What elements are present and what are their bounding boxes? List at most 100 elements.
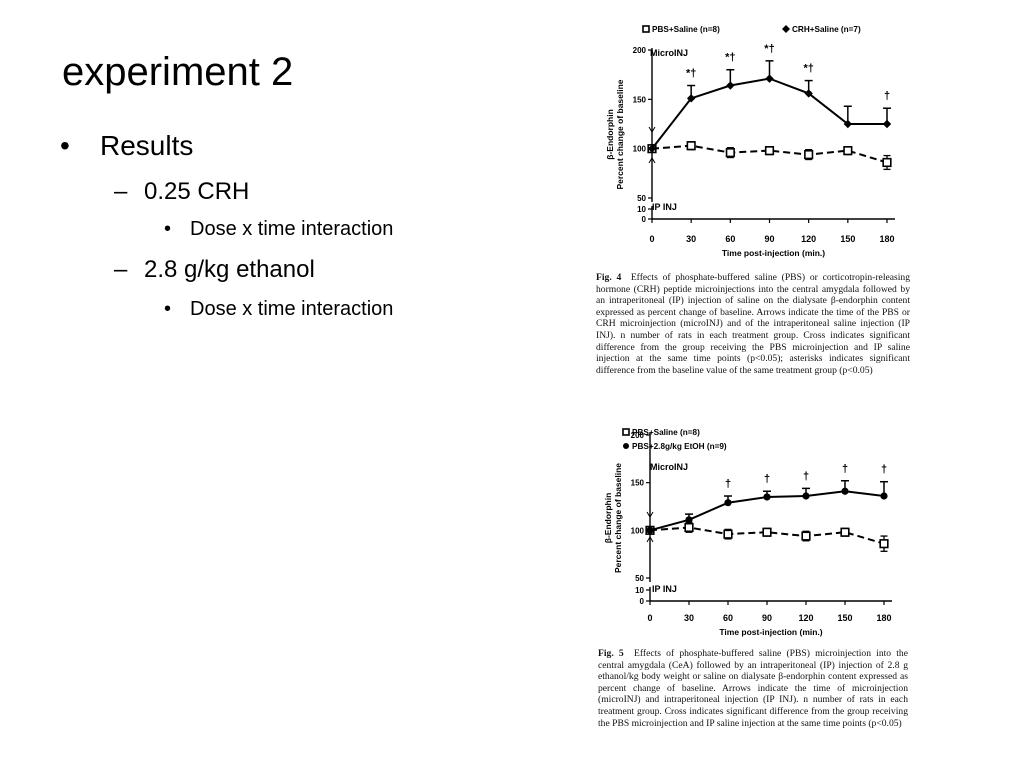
legend-marker xyxy=(782,25,790,33)
x-tick-label: 120 xyxy=(798,613,813,623)
significance-marker: † xyxy=(884,90,890,102)
bullet-results: • Results xyxy=(60,128,510,164)
y-tick-label: 100 xyxy=(631,526,645,535)
x-axis-label: Time post-injection (min.) xyxy=(722,248,825,258)
microinj-label: MicroINJ xyxy=(650,462,688,472)
data-point xyxy=(726,81,735,90)
data-point xyxy=(840,527,850,537)
data-point xyxy=(801,531,811,541)
microinj-arrowhead xyxy=(646,511,654,518)
data-point xyxy=(724,499,732,507)
series-line xyxy=(651,77,887,150)
microinj-arrowhead xyxy=(648,126,656,133)
bullet-text: Results xyxy=(100,130,194,161)
data-point xyxy=(841,487,849,495)
data-point xyxy=(843,146,853,156)
bullet-ethanol-detail: • Dose x time interaction xyxy=(60,292,510,326)
data-point xyxy=(723,529,733,539)
caption-text: Effects of phosphate-buffered saline (PB… xyxy=(596,272,910,376)
x-tick-label: 0 xyxy=(649,234,654,244)
data-point xyxy=(685,516,693,524)
x-tick-label: 150 xyxy=(840,234,855,244)
figure-5-chart: 0 10 50 100 150 200 0 30 60 90 120 150 180 Time post-… xyxy=(603,428,892,637)
dash-marker: – xyxy=(114,178,128,205)
data-point xyxy=(646,526,654,534)
data-point xyxy=(882,119,892,129)
bullet-text: 2.8 g/kg ethanol xyxy=(144,256,315,283)
significance-marker: † xyxy=(842,463,848,475)
legend-marker xyxy=(642,25,650,33)
y-tick-label: 100 xyxy=(633,145,647,154)
significance-marker: † xyxy=(725,478,731,490)
figure-5-caption: Fig. 5 Effects of phosphate-buffered sal… xyxy=(598,648,908,729)
y-axis-label: β-Endorphin xyxy=(603,493,613,544)
caption-text: Effects of phosphate-buffered saline (PB… xyxy=(598,648,908,729)
y-tick-label: 150 xyxy=(631,479,645,488)
bullet-list: • Results – 0.25 CRH • Dose x time inter… xyxy=(60,128,510,326)
data-point xyxy=(765,74,774,83)
data-point xyxy=(764,146,775,156)
bullet-crh-detail: • Dose x time interaction xyxy=(60,212,510,246)
significance-marker: † xyxy=(881,464,887,476)
legend-label: PBS+2.8g/kg EtOH (n=9) xyxy=(632,442,727,451)
data-point xyxy=(686,141,696,151)
x-tick-label: 120 xyxy=(801,234,816,244)
data-point xyxy=(725,148,735,158)
x-tick-label: 150 xyxy=(837,613,852,623)
ip-inj-arrowhead xyxy=(648,157,656,164)
y-tick-label: 150 xyxy=(633,95,647,104)
microinj-label: MicroINJ xyxy=(650,48,688,58)
bullet-text: 0.25 CRH xyxy=(144,178,250,205)
x-tick-label: 0 xyxy=(647,613,652,623)
x-tick-label: 60 xyxy=(725,234,735,244)
y-axis-label: β-Endorphin xyxy=(605,109,615,160)
y-tick-label: 50 xyxy=(635,574,644,583)
data-point xyxy=(684,522,694,533)
x-tick-label: 90 xyxy=(764,234,774,244)
ip-inj-label: IP INJ xyxy=(652,584,677,594)
legend-label: PBS+Saline (n=8) xyxy=(632,428,700,437)
bullet-marker: • xyxy=(164,298,172,320)
data-point xyxy=(880,492,888,500)
y-tick-label: 200 xyxy=(633,46,647,55)
bullet-text: Dose x time interaction xyxy=(190,218,394,240)
significance-marker: *† xyxy=(803,63,813,75)
slide-title: experiment 2 xyxy=(62,50,294,94)
y-tick-label: 10 xyxy=(637,205,646,214)
x-tick-label: 180 xyxy=(879,234,894,244)
x-tick-label: 90 xyxy=(762,613,772,623)
significance-marker: *† xyxy=(764,43,774,55)
data-point xyxy=(762,527,772,537)
bullet-ethanol: – 2.8 g/kg ethanol xyxy=(60,252,510,288)
y-axis-label: Percent change of baseline xyxy=(615,79,625,189)
x-tick-label: 60 xyxy=(723,613,733,623)
significance-marker: † xyxy=(803,470,809,482)
significance-marker: *† xyxy=(725,52,735,64)
x-tick-label: 30 xyxy=(684,613,694,623)
bullet-marker: • xyxy=(60,130,70,161)
figure-4-caption: Fig. 4 Effects of phosphate-buffered sal… xyxy=(596,272,910,376)
x-axis-label: Time post-injection (min.) xyxy=(719,627,822,637)
ip-inj-arrowhead xyxy=(646,536,654,543)
legend-marker xyxy=(622,428,630,436)
figure-label: Fig. 4 xyxy=(596,272,622,283)
x-tick-label: 30 xyxy=(686,234,696,244)
data-point xyxy=(879,539,889,549)
bullet-text: Dose x time interaction xyxy=(190,298,394,320)
data-point xyxy=(804,149,814,160)
significance-marker: *† xyxy=(686,68,696,80)
significance-marker: † xyxy=(764,473,770,485)
data-point xyxy=(763,493,771,501)
data-point xyxy=(882,157,892,168)
y-tick-label: 0 xyxy=(642,215,647,224)
bullet-crh: – 0.25 CRH xyxy=(60,174,510,210)
data-point xyxy=(647,144,657,153)
data-point xyxy=(802,492,810,500)
legend-label: PBS+Saline (n=8) xyxy=(652,25,720,34)
ip-inj-label: IP INJ xyxy=(652,202,677,212)
legend-marker xyxy=(623,443,629,449)
y-axis-label: Percent change of baseline xyxy=(613,463,623,573)
x-tick-label: 180 xyxy=(876,613,891,623)
bullet-marker: • xyxy=(164,218,172,240)
y-tick-label: 200 xyxy=(631,431,645,440)
